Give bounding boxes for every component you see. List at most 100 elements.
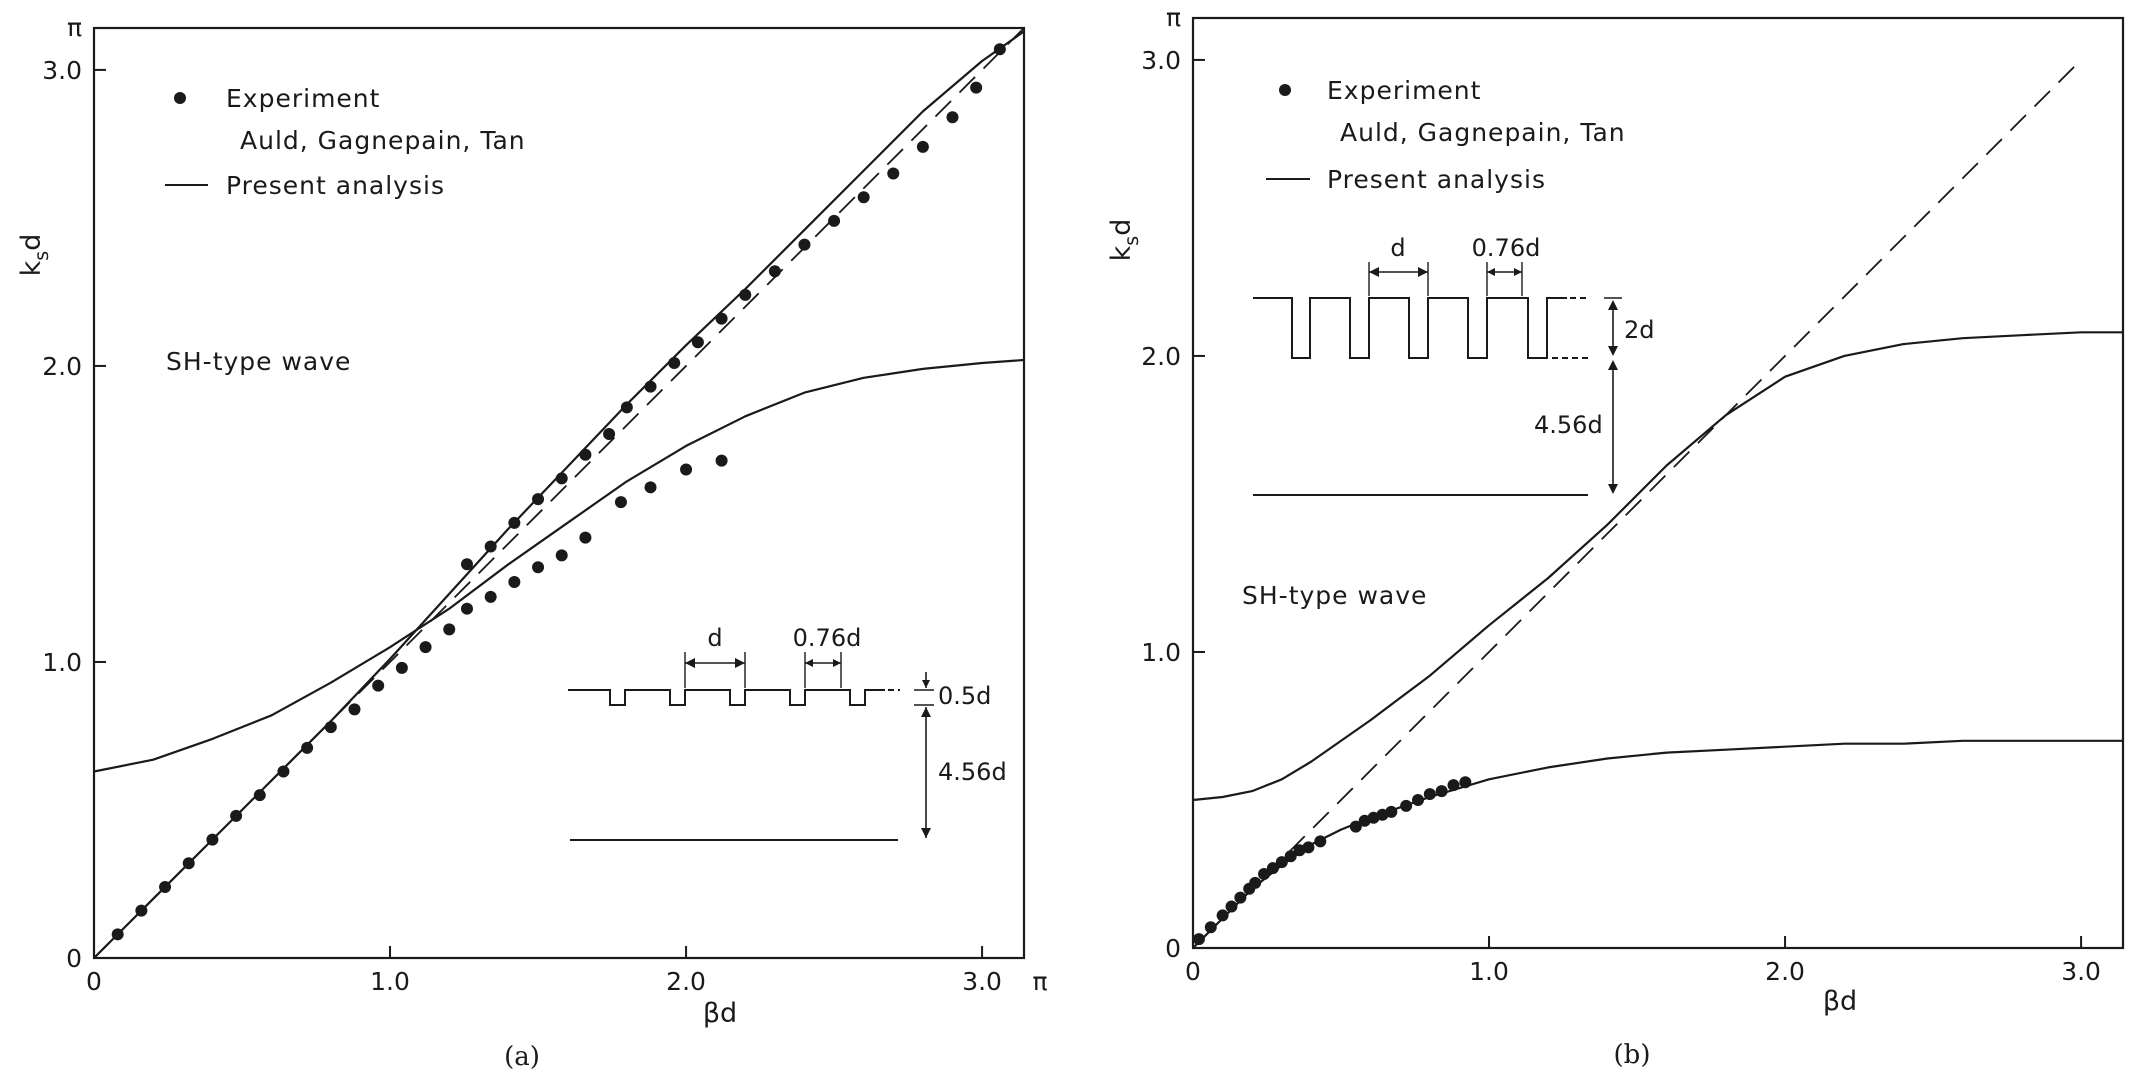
wave-type-label: SH-type wave	[1242, 581, 1427, 610]
data-point	[715, 312, 728, 325]
data-point	[159, 880, 172, 893]
data-point	[620, 401, 633, 414]
x-tick-label: 2.0	[666, 967, 706, 996]
y-tick-label: 3.0	[1141, 46, 1181, 75]
legend: Experiment Auld, Gagnepain, Tan Present …	[165, 84, 526, 200]
data-point	[1284, 850, 1297, 863]
data-point	[828, 214, 841, 227]
data-point	[993, 43, 1006, 56]
x-tick-label: 1.0	[370, 967, 410, 996]
y-axis-label-main: k	[16, 260, 47, 276]
inset-geometry: d 0.76d 0.5d 4.56d	[568, 624, 1007, 841]
data-point	[301, 741, 314, 754]
y-axis-label-tail: d	[1106, 219, 1137, 236]
data-point	[644, 481, 657, 494]
x-pi-label: π	[1032, 967, 1047, 996]
dispersion-curve-0	[1192, 331, 2123, 802]
legend-analysis: Present analysis	[226, 171, 445, 200]
y-axis-label-sub: s	[1121, 236, 1143, 246]
data-point	[1258, 867, 1271, 880]
chart-marks	[93, 27, 1025, 959]
data-point	[484, 590, 497, 603]
y-tick-label: 1.0	[42, 648, 82, 677]
period-label: d	[1390, 234, 1405, 262]
width-label: 0.76d	[1472, 234, 1541, 262]
data-point	[484, 540, 497, 553]
width-label: 0.76d	[793, 624, 862, 652]
period-label: d	[707, 624, 722, 652]
grating-profile	[568, 689, 885, 706]
thickness-label: 4.56d	[938, 758, 1007, 786]
data-point	[1385, 805, 1398, 818]
data-point	[532, 493, 545, 506]
data-point	[946, 111, 959, 124]
thickness-label: 4.56d	[1534, 411, 1603, 439]
legend-experiment: Experiment	[226, 84, 380, 113]
data-point	[1302, 841, 1315, 854]
data-point	[1225, 900, 1238, 913]
data-point	[1275, 856, 1288, 869]
data-point	[857, 191, 870, 204]
data-point	[1234, 891, 1247, 904]
x-tick-label: 3.0	[962, 967, 1002, 996]
plot-frame	[1191, 16, 2125, 950]
panel-b: 001.01.02.02.03.03.0ππ βd ksd Experiment…	[1106, 3, 2125, 1070]
y-tick-label: 0	[66, 944, 82, 973]
x-axis-label: βd	[703, 998, 737, 1029]
y-axis-label-tail: d	[16, 234, 47, 251]
data-point	[739, 288, 752, 301]
data-point	[443, 623, 456, 636]
data-point	[1249, 876, 1262, 889]
axis-ticks: 001.01.02.02.03.03.0ππ	[1141, 3, 2101, 986]
light-line-dashed	[93, 27, 1025, 959]
legend-experiment-source: Auld, Gagnepain, Tan	[1340, 118, 1626, 147]
data-point	[253, 789, 266, 802]
data-point	[579, 531, 592, 544]
legend-experiment-source: Auld, Gagnepain, Tan	[240, 126, 526, 155]
data-point	[1447, 779, 1460, 792]
legend-dot-marker	[174, 92, 186, 104]
svg-text:ksd: ksd	[16, 234, 53, 277]
data-point	[555, 549, 568, 562]
data-point	[579, 448, 592, 461]
dispersion-curve-1	[1192, 739, 2123, 949]
data-point	[419, 641, 432, 654]
depth-label: 2d	[1624, 316, 1655, 344]
panel-caption: (a)	[504, 1042, 540, 1072]
data-point	[1314, 835, 1327, 848]
data-point	[532, 561, 545, 574]
depth-label: 0.5d	[938, 682, 991, 710]
data-point	[111, 928, 124, 941]
x-axis-label: βd	[1823, 986, 1857, 1017]
dispersion-curve-1	[93, 358, 1025, 773]
data-point	[555, 472, 568, 485]
x-tick-label: 1.0	[1469, 957, 1509, 986]
data-point	[1349, 820, 1362, 833]
experiment-points	[460, 454, 728, 615]
data-point	[1266, 862, 1279, 875]
panel-a: 001.01.02.02.03.03.0ππ βd ksd Experiment…	[16, 13, 1048, 1072]
data-point	[1435, 785, 1448, 798]
svg-text:ksd: ksd	[1106, 219, 1143, 262]
legend-analysis: Present analysis	[1327, 165, 1546, 194]
data-point	[644, 380, 657, 393]
data-point	[603, 428, 616, 441]
data-point	[970, 81, 983, 94]
data-point	[182, 857, 195, 870]
data-point	[887, 167, 900, 180]
y-tick-label: 2.0	[42, 352, 82, 381]
data-point	[1400, 799, 1413, 812]
y-pi-label: π	[1166, 3, 1181, 32]
y-axis-label: ksd	[16, 234, 53, 277]
plot-frame	[92, 26, 1026, 960]
data-point	[372, 679, 385, 692]
x-tick-label: 2.0	[1765, 957, 1805, 986]
data-point	[348, 703, 361, 716]
data-point	[1204, 921, 1217, 934]
data-point	[277, 765, 290, 778]
data-point	[668, 356, 681, 369]
data-point	[798, 238, 811, 251]
data-point	[715, 454, 728, 467]
x-tick-label: 0	[1185, 957, 1201, 986]
y-tick-label: 3.0	[42, 56, 82, 85]
